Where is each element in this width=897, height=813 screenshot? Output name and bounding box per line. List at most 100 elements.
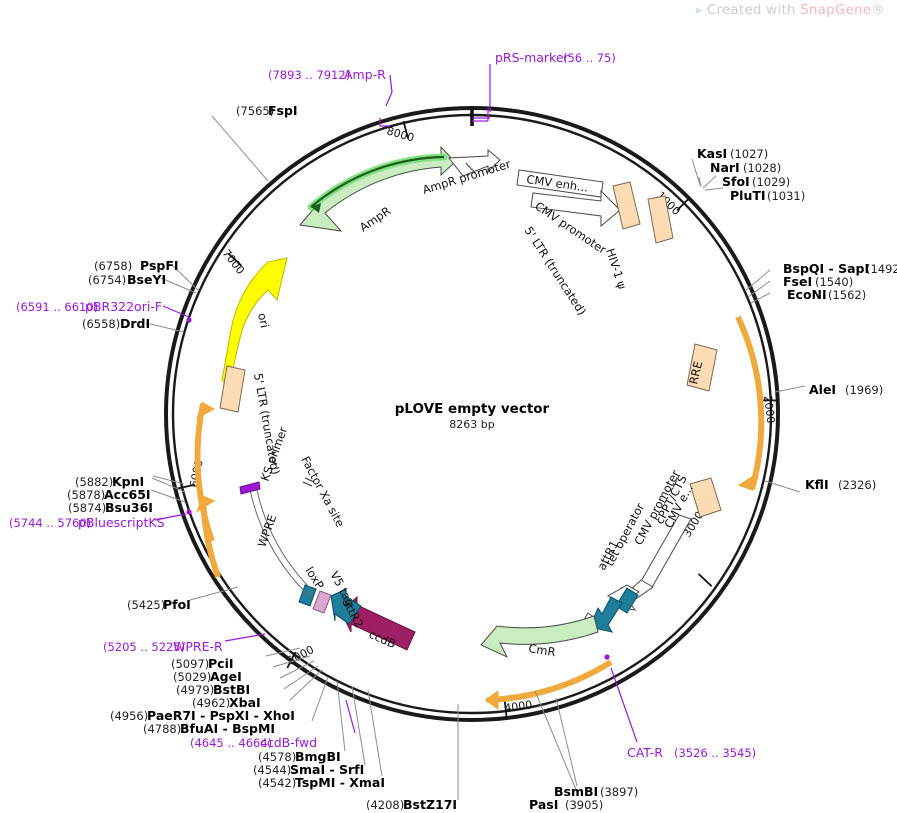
enzyme-pos-FspI: (7565) bbox=[236, 104, 274, 118]
tet-operator-box bbox=[615, 587, 639, 614]
leader-fspI bbox=[211, 115, 269, 182]
ltr-bottom-box bbox=[219, 365, 246, 413]
snapgene-logo-icon: ▸ bbox=[695, 2, 703, 18]
leader-ccdB-fwd bbox=[345, 699, 356, 734]
leader-bmgBI bbox=[336, 680, 346, 752]
primer-label-ccdB-fwd: ccdB-fwd bbox=[260, 735, 317, 750]
orange-arc-bottom-head bbox=[484, 690, 499, 710]
leader-kasI bbox=[691, 158, 701, 186]
ks-primer-bar bbox=[239, 481, 261, 495]
orange-arc-right-head bbox=[737, 472, 758, 491]
enzyme-label-AleI: AleI bbox=[809, 382, 836, 397]
plasmid-size: 8263 bp bbox=[449, 418, 494, 431]
primer-label-CAT-R: CAT-R bbox=[627, 745, 663, 760]
enzyme-label-BstZ17I: BstZ17I bbox=[403, 797, 457, 812]
feature-label-rre: RRE bbox=[686, 360, 705, 386]
leader-pluTI bbox=[704, 187, 724, 191]
tick-label-4000: 4000 bbox=[504, 698, 534, 715]
ampR-primer-arrowhead bbox=[311, 203, 321, 213]
snapgene-watermark: ▸ Created with SnapGene® bbox=[696, 2, 885, 18]
feature-ltr-top-boxes: HIV-1 ψ bbox=[603, 181, 674, 291]
enzyme-pos-EcoNI: (1562) bbox=[828, 288, 866, 302]
leader-bspQI bbox=[744, 269, 771, 292]
primer-tick-AmpR bbox=[379, 118, 390, 127]
enzyme-pos-BsmBI: (3897) bbox=[600, 785, 638, 799]
leader-pbluescriptKS bbox=[154, 513, 187, 521]
enzyme-label-FspI: FspI bbox=[268, 103, 298, 118]
enzyme-label-XbaI: XbaI bbox=[229, 695, 261, 710]
enzyme-label-FseI: FseI bbox=[783, 274, 812, 289]
primer-range-CAT-R: (3526 .. 3545) bbox=[674, 746, 756, 760]
orange-arc-bottomleft bbox=[194, 401, 221, 579]
enzyme-label-PciI: PciI bbox=[208, 656, 234, 671]
cmv-promoter-arrow-top bbox=[530, 189, 621, 228]
enzyme-label-KpnI: KpnI bbox=[112, 474, 144, 489]
enzyme-pos-BstBI: (4979) bbox=[176, 683, 214, 697]
enzyme-pos-KasI: (1027) bbox=[730, 147, 768, 161]
enzyme-pos-PaeR7I: (4956) bbox=[110, 709, 148, 723]
enzyme-label-NarI: NarI bbox=[710, 160, 740, 175]
enzyme-pos-Bsu36I: (5874) bbox=[68, 501, 106, 515]
primer-range-pRS-marker: (56 .. 75) bbox=[563, 51, 616, 65]
attR2-arrow bbox=[330, 588, 362, 625]
primer-label-WPRE-R: WPRE-R bbox=[173, 639, 223, 654]
leader-sfoI bbox=[702, 175, 717, 189]
feature-ltr-bottom: 5' LTR (truncated) bbox=[219, 365, 283, 476]
enzyme-pos-SfoI: (1029) bbox=[752, 175, 790, 189]
primer-range-WPRE-R: (5205 .. 5225) bbox=[103, 640, 185, 654]
tick-label-7000: 7000 bbox=[220, 247, 247, 277]
orange-arc-bottom bbox=[484, 659, 613, 710]
primer-label-pBluescriptKS: pBluescriptKS bbox=[78, 515, 165, 530]
leader-pciI bbox=[265, 647, 301, 657]
enzyme-label-PasI: PasI bbox=[529, 797, 558, 812]
enzyme-label-BspQI: BspQI - SapI bbox=[783, 261, 869, 276]
feature-cmv-enhancer-top: CMV enh... CMV promoter 5' LTR (truncate… bbox=[516, 169, 621, 318]
leader-aleI bbox=[774, 385, 806, 393]
leader-ecoNI bbox=[750, 292, 771, 304]
feature-label-cmR: CmR bbox=[528, 641, 557, 659]
enzyme-pos-BmgBI: (4578) bbox=[258, 750, 296, 764]
enzyme-pos-FseI: (1540) bbox=[815, 275, 853, 289]
leader-bsu36I bbox=[150, 489, 186, 503]
enzyme-label-KflI: KflI bbox=[805, 477, 829, 492]
primer-mark-CAT-R bbox=[604, 654, 610, 660]
cmR-arrow bbox=[480, 615, 599, 659]
enzyme-label-TspMI: TspMI - XmaI bbox=[295, 775, 385, 790]
enzyme-pos-SmaI: (4544) bbox=[253, 763, 291, 777]
enzyme-pos-KpnI: (5882) bbox=[75, 475, 113, 489]
leader-bstBI bbox=[279, 660, 315, 679]
watermark-brand-reg: ® bbox=[871, 2, 885, 18]
primer-label-Amp-R: Amp-R bbox=[344, 67, 386, 82]
attR1-arrow bbox=[589, 596, 623, 633]
tick-label-5000: 5000 bbox=[285, 643, 316, 668]
enzyme-pos-TspMI: (4542) bbox=[258, 776, 296, 790]
ampR-primer-line bbox=[310, 155, 445, 208]
v5-tag-box bbox=[312, 590, 332, 614]
orange-arc-bl2-head bbox=[196, 494, 216, 513]
enzyme-label-PluTI: PluTI bbox=[730, 188, 766, 203]
plasmid-name: pLOVE empty vector bbox=[395, 401, 550, 417]
ccdB-arrow bbox=[340, 595, 416, 651]
orange-arc-right bbox=[735, 315, 765, 491]
enzyme-label-Bsu36I: Bsu36I bbox=[105, 500, 153, 515]
leader-pspFI bbox=[170, 263, 199, 291]
feature-factor-xa: Factor Xa site bbox=[298, 454, 347, 530]
primer-range-pBR322ori-F: (6591 .. 6610) bbox=[16, 300, 98, 314]
enzyme-pos-BfuAI: (4788) bbox=[143, 722, 181, 736]
hiv-psi-box bbox=[647, 195, 674, 244]
enzyme-pos-PspFI: (6758) bbox=[94, 259, 132, 273]
enzyme-label-PspFI: PspFI bbox=[140, 258, 179, 273]
enzyme-label-BstBI: BstBI bbox=[213, 682, 250, 697]
leader-bsmBI bbox=[555, 697, 578, 787]
leader-pfoI bbox=[189, 586, 239, 601]
enzyme-pos-BspQI: (1492) bbox=[866, 262, 897, 276]
enzyme-label-BseYI: BseYI bbox=[127, 272, 166, 287]
watermark-brand-snap: SnapGene bbox=[800, 2, 872, 18]
leader-paeR7I bbox=[289, 669, 323, 701]
orange-arc-bottom-line bbox=[486, 659, 613, 703]
orange-arc-bl-head bbox=[196, 401, 216, 420]
enzyme-label-BmgBI: BmgBI bbox=[295, 749, 341, 764]
leader-smaI bbox=[351, 685, 366, 766]
enzyme-pos-BstZ17I: (4208) bbox=[366, 798, 404, 812]
primer-ticks bbox=[186, 108, 610, 660]
